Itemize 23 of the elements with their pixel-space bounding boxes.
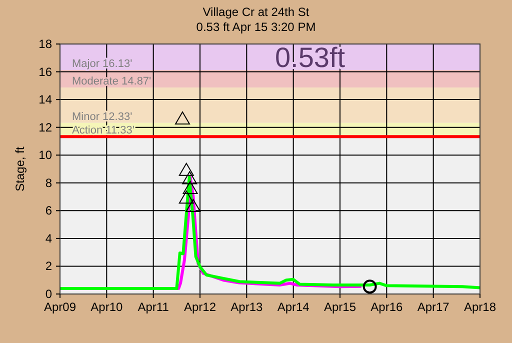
y-tick-label: 14	[38, 92, 52, 107]
x-tick-label: Apr14	[277, 300, 310, 314]
y-tick-label: 0	[45, 287, 52, 301]
x-tick-label: Apr17	[417, 300, 450, 314]
y-tick-label: 18	[38, 37, 52, 51]
x-tick-label: Apr11	[138, 300, 170, 314]
chart-title: Village Cr at 24th St	[202, 5, 310, 19]
x-tick-label: Apr13	[230, 300, 263, 314]
y-tick-label: 8	[45, 176, 52, 190]
x-tick-label: Apr18	[464, 300, 496, 314]
y-tick-label: 10	[38, 148, 52, 162]
x-tick-label: Apr16	[370, 300, 403, 314]
x-tick-label: Apr15	[324, 300, 356, 314]
x-tick-label: Apr10	[90, 300, 123, 314]
chart-subtitle: 0.53 ft Apr 15 3:20 PM	[196, 20, 316, 34]
x-tick-label: Apr12	[184, 300, 216, 314]
y-tick-label: 6	[45, 204, 52, 218]
y-tick-label: 4	[45, 231, 52, 246]
y-tick-label: 12	[38, 120, 52, 134]
y-tick-label: 2	[45, 259, 52, 274]
y-axis-title: Stage, ft	[13, 146, 27, 192]
x-tick-label: Apr09	[44, 300, 76, 314]
y-tick-label: 16	[38, 64, 52, 79]
